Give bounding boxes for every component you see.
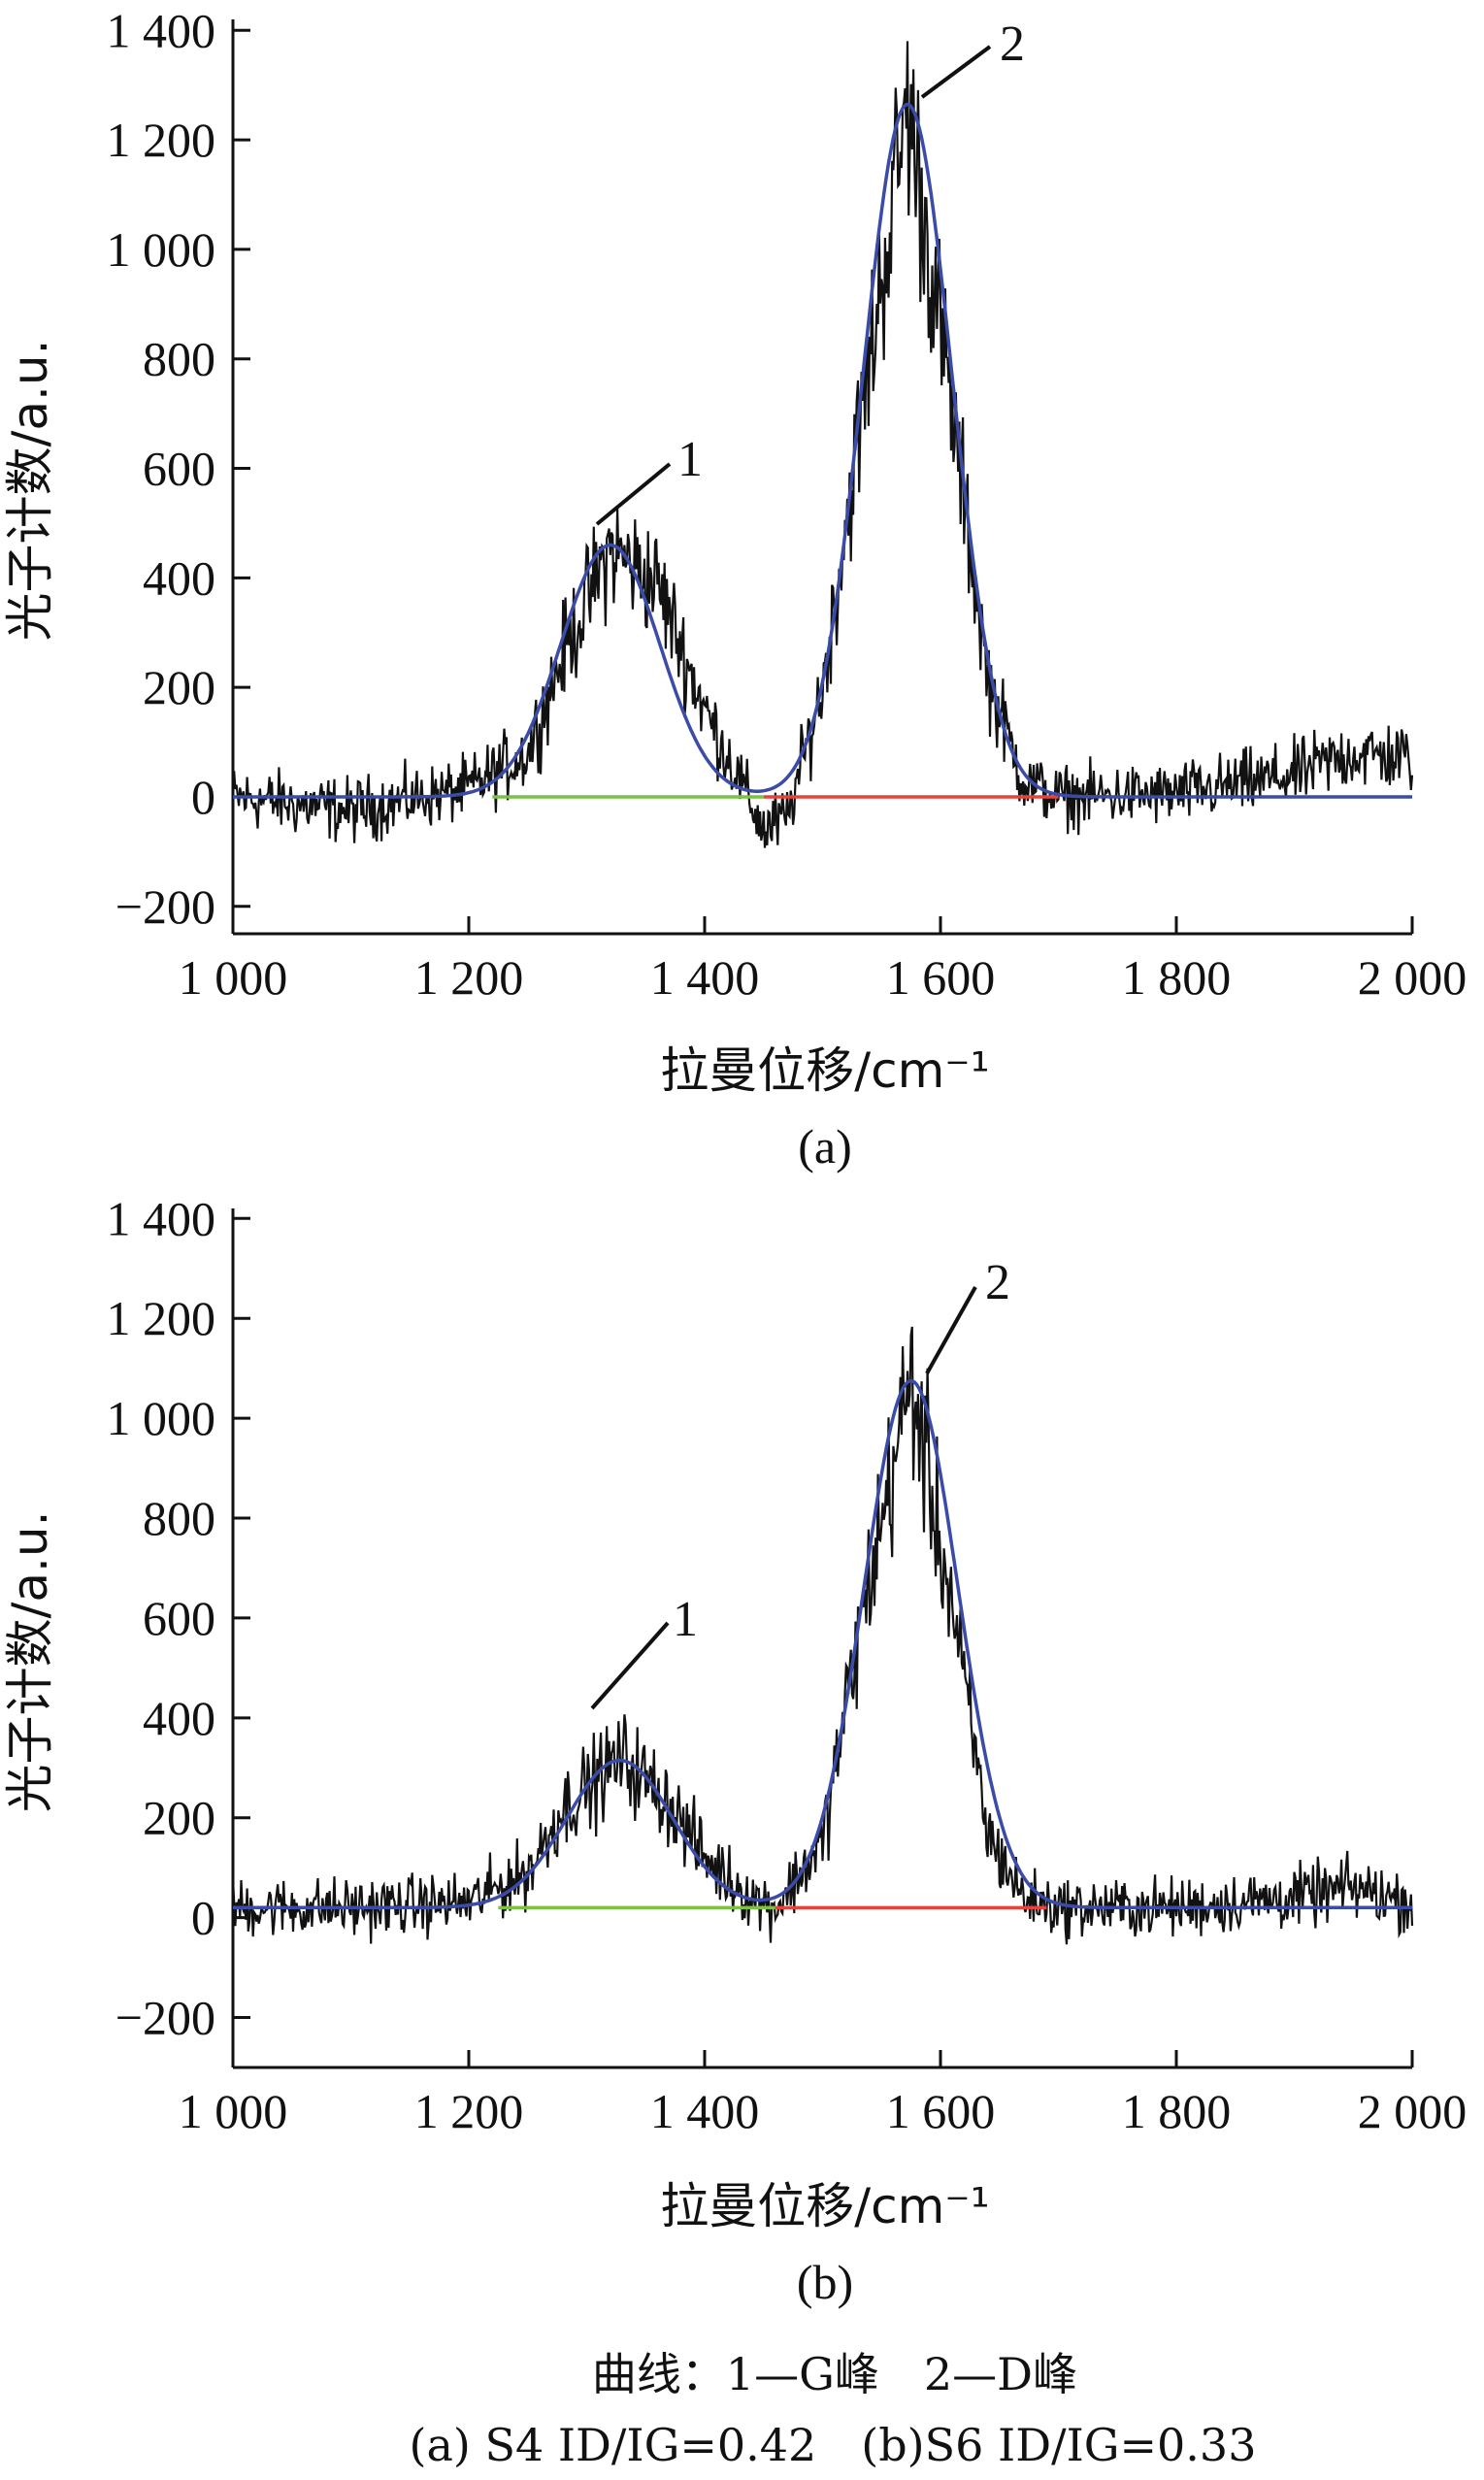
- y-tick-label-b: 400: [143, 1691, 215, 1745]
- y-tick-label-b: 1 000: [107, 1391, 216, 1445]
- x-tick-label-a: 1 000: [179, 950, 288, 1005]
- plot-area-a: [231, 41, 1414, 848]
- peak-label-b-2: 2: [985, 1255, 1010, 1310]
- y-tick-label-a: 800: [143, 332, 215, 386]
- y-tick-label-b: 600: [143, 1591, 215, 1645]
- x-tick-label-a: 1 600: [886, 950, 996, 1005]
- caption-curve-legend: 曲线：1—G峰 2—D峰: [592, 2348, 1077, 2400]
- peak-label-a-1: 1: [677, 432, 703, 487]
- y-tick-label-a: 1 200: [107, 113, 216, 167]
- y-tick-label-a: 600: [143, 442, 215, 496]
- x-tick-label-b: 1 200: [414, 2084, 524, 2138]
- x-tick-label-a: 1 400: [650, 950, 760, 1005]
- x-tick-label-b: 1 000: [179, 2084, 288, 2138]
- y-tick-label-b: 1 400: [107, 1191, 216, 1245]
- x-tick-label-b: 1 800: [1122, 2084, 1232, 2138]
- fit-curve-b: [233, 1378, 1412, 1910]
- x-axis-label-b: 拉曼位移/cm⁻¹: [660, 2178, 989, 2234]
- panel-label-a: (a): [798, 1119, 852, 1174]
- x-tick-label-b: 1 400: [650, 2084, 760, 2138]
- y-tick-label-a: −200: [115, 879, 215, 934]
- x-tick-label-b: 1 600: [886, 2084, 996, 2138]
- raw-spectrum-a: [231, 41, 1414, 848]
- y-tick-label-b: 0: [191, 1891, 215, 1945]
- leader-line-1-b: [590, 1621, 670, 1710]
- leader-line-2-b: [925, 1286, 977, 1374]
- x-axis-label-a: 拉曼位移/cm⁻¹: [660, 1042, 989, 1099]
- y-tick-label-a: 0: [191, 770, 215, 824]
- x-tick-label-a: 2 000: [1358, 950, 1468, 1005]
- panel-a: −200 0 200 400 600 800 1 000 1 200 1 400 1 000 1 2…: [2, 3, 1467, 1174]
- y-axis-label-a: 光子计数/a.u.: [2, 340, 58, 642]
- y-tick-label-b: 800: [143, 1491, 215, 1545]
- y-tick-label-b: −200: [115, 1991, 215, 2045]
- fit-curve-a: [233, 102, 1412, 799]
- leader-line-2-a: [920, 45, 992, 99]
- y-tick-label-b: 200: [143, 1791, 215, 1845]
- y-tick-label-b: 1 200: [107, 1291, 216, 1345]
- plot-area-b: [231, 1286, 1414, 1945]
- x-tick-label-a: 1 800: [1122, 950, 1232, 1005]
- x-tick-label-a: 1 200: [414, 950, 524, 1005]
- y-tick-label-a: 1 400: [107, 3, 216, 57]
- peak-label-a-2: 2: [1000, 17, 1025, 72]
- peak-label-b-1: 1: [673, 1592, 698, 1647]
- y-tick-label-a: 200: [143, 660, 215, 714]
- axes-b: −200 0 200 400 600 800 1 000 1 200 1 400 1 000 1 2…: [107, 1191, 1468, 2138]
- raw-spectrum-b: [231, 1326, 1414, 1945]
- axes-a: −200 0 200 400 600 800 1 000 1 200 1 400 1 000 1 2…: [107, 3, 1468, 1005]
- panel-b: −200 0 200 400 600 800 1 000 1 200 1 400 1 000 1 2…: [2, 1191, 1467, 2309]
- y-axis-label-b: 光子计数/a.u.: [2, 1511, 58, 1813]
- leader-line-1-a: [595, 462, 672, 526]
- y-tick-label-a: 400: [143, 550, 215, 605]
- y-tick-label-a: 1 000: [107, 222, 216, 277]
- caption-ratio-note: (a) S4 ID/IG=0.42 (b)S6 ID/IG=0.33: [410, 2419, 1257, 2471]
- panel-label-b: (b): [797, 2255, 853, 2309]
- x-tick-label-b: 2 000: [1358, 2084, 1468, 2138]
